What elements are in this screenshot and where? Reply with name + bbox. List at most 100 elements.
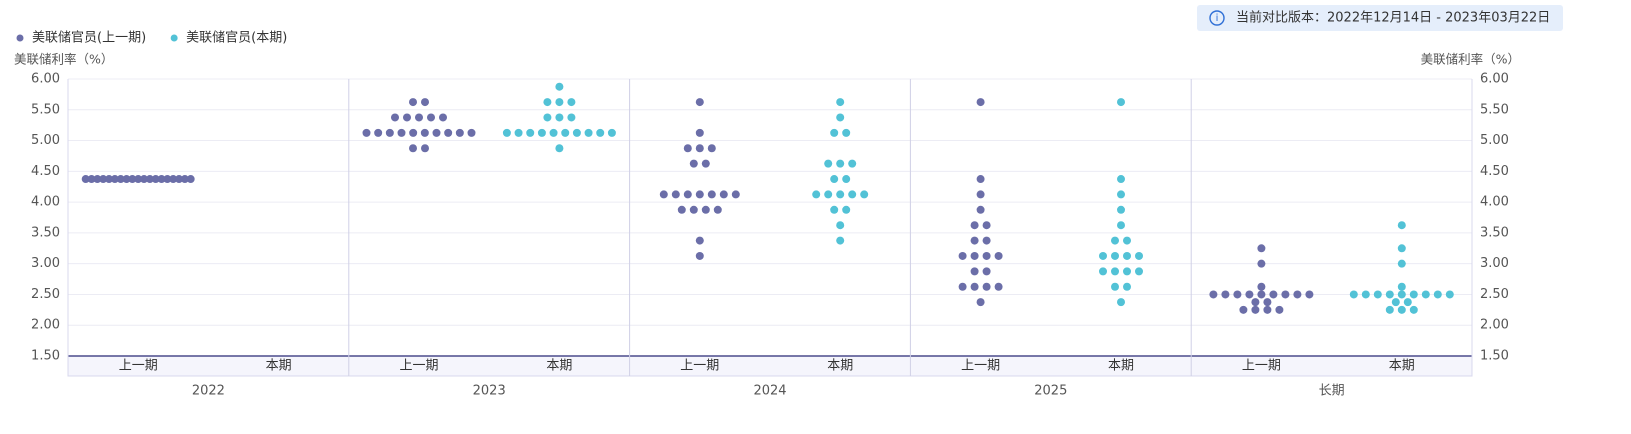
dot [1117,298,1125,307]
dot [1111,251,1119,260]
dot [1397,290,1406,299]
group-label: 2024 [753,384,786,399]
dot [385,128,394,137]
dot [695,144,704,153]
dot [1293,290,1302,299]
dot [421,144,429,153]
group-label: 2022 [192,384,225,399]
dot [713,205,722,214]
dot [99,175,108,184]
dot [110,175,119,184]
dot [537,128,546,137]
y2-tick-label: 1.50 [1480,349,1509,364]
dot [842,128,851,137]
dot [567,113,576,122]
dot [701,205,710,214]
subcategory-label: 本期 [266,359,292,374]
dot [87,175,96,184]
dot [695,190,704,199]
dot [830,175,839,184]
dot [683,144,692,153]
dot [659,190,668,199]
dot [596,128,605,137]
dot [186,175,195,184]
dot [1263,305,1272,314]
dot [1263,298,1272,307]
dot [842,175,851,184]
info-icon [1209,10,1225,26]
dot [180,175,189,184]
dot [514,128,523,137]
y2-tick-label: 2.00 [1480,318,1509,333]
dot [994,282,1003,291]
dot [93,175,102,184]
dot [415,113,423,122]
dot [1361,290,1370,299]
dot [163,175,172,184]
dot [812,190,821,199]
dot [1117,175,1125,184]
dot [467,128,476,137]
subcategory-label: 上一期 [119,359,158,374]
y-tick-label: 5.00 [31,133,60,148]
dot [555,144,564,153]
dot [1281,290,1290,299]
dot [1433,290,1442,299]
dot [824,159,833,168]
dot [976,205,985,214]
dot [970,267,979,276]
dot [169,175,178,184]
subcategory-label: 本期 [1108,359,1134,374]
subcategory-label: 本期 [546,359,572,374]
subcategory-label: 本期 [1389,359,1415,374]
dot [707,144,716,153]
dot [836,236,845,245]
dot [1385,305,1394,314]
dot [403,113,411,122]
dot [970,236,979,245]
dot [1123,236,1131,245]
dot [677,205,686,214]
dot [572,128,581,137]
group-label: 2023 [473,384,506,399]
dot [1257,244,1266,253]
y2-axis-label: 美联储利率（%） [1421,52,1520,67]
dot [427,113,435,122]
dot [1349,290,1358,299]
dot [1209,290,1218,299]
dot [1385,290,1394,299]
dot [848,190,857,199]
dot [421,98,429,107]
dot [836,113,845,122]
y-tick-label: 3.50 [31,225,60,240]
dot [695,98,704,107]
dot [1409,290,1418,299]
dot [1117,205,1125,214]
dot [707,190,716,199]
dot [1099,267,1107,276]
dot [134,175,143,184]
dot [701,159,710,168]
dot [1117,190,1125,199]
dot [731,190,740,199]
dot [1251,305,1260,314]
subcategory-label: 本期 [827,359,853,374]
dot [1397,305,1406,314]
y2-tick-label: 4.50 [1480,164,1509,179]
dot [842,205,851,214]
dot [409,144,417,153]
dot [836,98,845,107]
dot [689,205,698,214]
dot [1251,298,1260,307]
y-tick-label: 2.50 [31,287,60,302]
dot [397,128,406,137]
legend-label: 美联储官员(上一期) [32,30,146,46]
dot [824,190,833,199]
dot [1135,251,1143,260]
dot [391,113,399,122]
dot [1269,290,1278,299]
y2-tick-label: 6.00 [1480,72,1509,87]
dot [1391,298,1400,307]
dot [128,175,137,184]
y-tick-label: 4.50 [31,164,60,179]
